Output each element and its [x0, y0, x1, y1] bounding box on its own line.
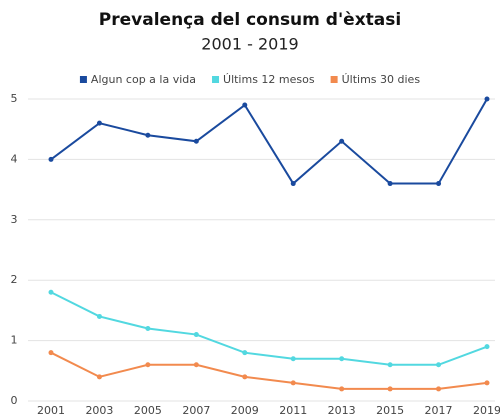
legend-marker — [330, 76, 338, 83]
data-point — [339, 356, 345, 362]
data-point — [48, 350, 54, 356]
y-tick-label: 1 — [11, 334, 18, 347]
data-point — [96, 313, 102, 319]
data-point — [48, 289, 54, 295]
data-point — [484, 380, 490, 386]
chart-subtitle: 2001 - 2019 — [201, 35, 298, 54]
data-point — [193, 362, 199, 368]
data-point — [242, 374, 248, 380]
data-point — [96, 120, 102, 126]
data-point — [339, 386, 345, 392]
y-tick-label: 0 — [11, 394, 18, 407]
x-tick-label: 2003 — [85, 404, 113, 417]
data-point — [436, 181, 442, 187]
legend-label: Últims 12 mesos — [223, 73, 315, 86]
x-tick-label: 2011 — [279, 404, 307, 417]
data-point — [387, 362, 393, 368]
data-point — [290, 380, 296, 386]
data-point — [242, 102, 248, 108]
x-tick-label: 2019 — [473, 404, 500, 417]
data-point — [193, 332, 199, 338]
data-point — [145, 326, 151, 332]
data-point — [436, 362, 442, 368]
data-point — [242, 350, 248, 356]
data-point — [145, 362, 151, 368]
x-tick-label: 2007 — [182, 404, 210, 417]
data-point — [387, 386, 393, 392]
x-tick-label: 2005 — [134, 404, 162, 417]
y-tick-label: 5 — [11, 92, 18, 105]
legend-marker — [212, 76, 220, 83]
legend-label: Últims 30 dies — [342, 73, 421, 86]
data-point — [387, 181, 393, 187]
data-point — [193, 138, 199, 144]
x-tick-label: 2009 — [231, 404, 259, 417]
data-point — [290, 181, 296, 187]
chart-title: Prevalença del consum d'èxtasi — [99, 10, 401, 30]
data-point — [339, 138, 345, 144]
data-point — [48, 156, 54, 162]
data-point — [436, 386, 442, 392]
x-tick-label: 2013 — [328, 404, 356, 417]
x-tick-label: 2017 — [425, 404, 453, 417]
legend-label: Algun cop a la vida — [91, 73, 196, 86]
x-tick-label: 2001 — [37, 404, 65, 417]
y-tick-label: 3 — [11, 213, 18, 226]
data-point — [96, 374, 102, 380]
legend-marker — [79, 76, 87, 83]
series-line — [50, 351, 488, 390]
data-point — [484, 96, 490, 102]
series-line — [50, 291, 488, 366]
y-tick-label: 2 — [11, 273, 18, 286]
data-point — [290, 356, 296, 362]
x-tick-label: 2015 — [376, 404, 404, 417]
data-point — [484, 344, 490, 350]
y-tick-label: 4 — [11, 152, 18, 165]
data-point — [145, 132, 151, 138]
series-line — [50, 98, 488, 186]
